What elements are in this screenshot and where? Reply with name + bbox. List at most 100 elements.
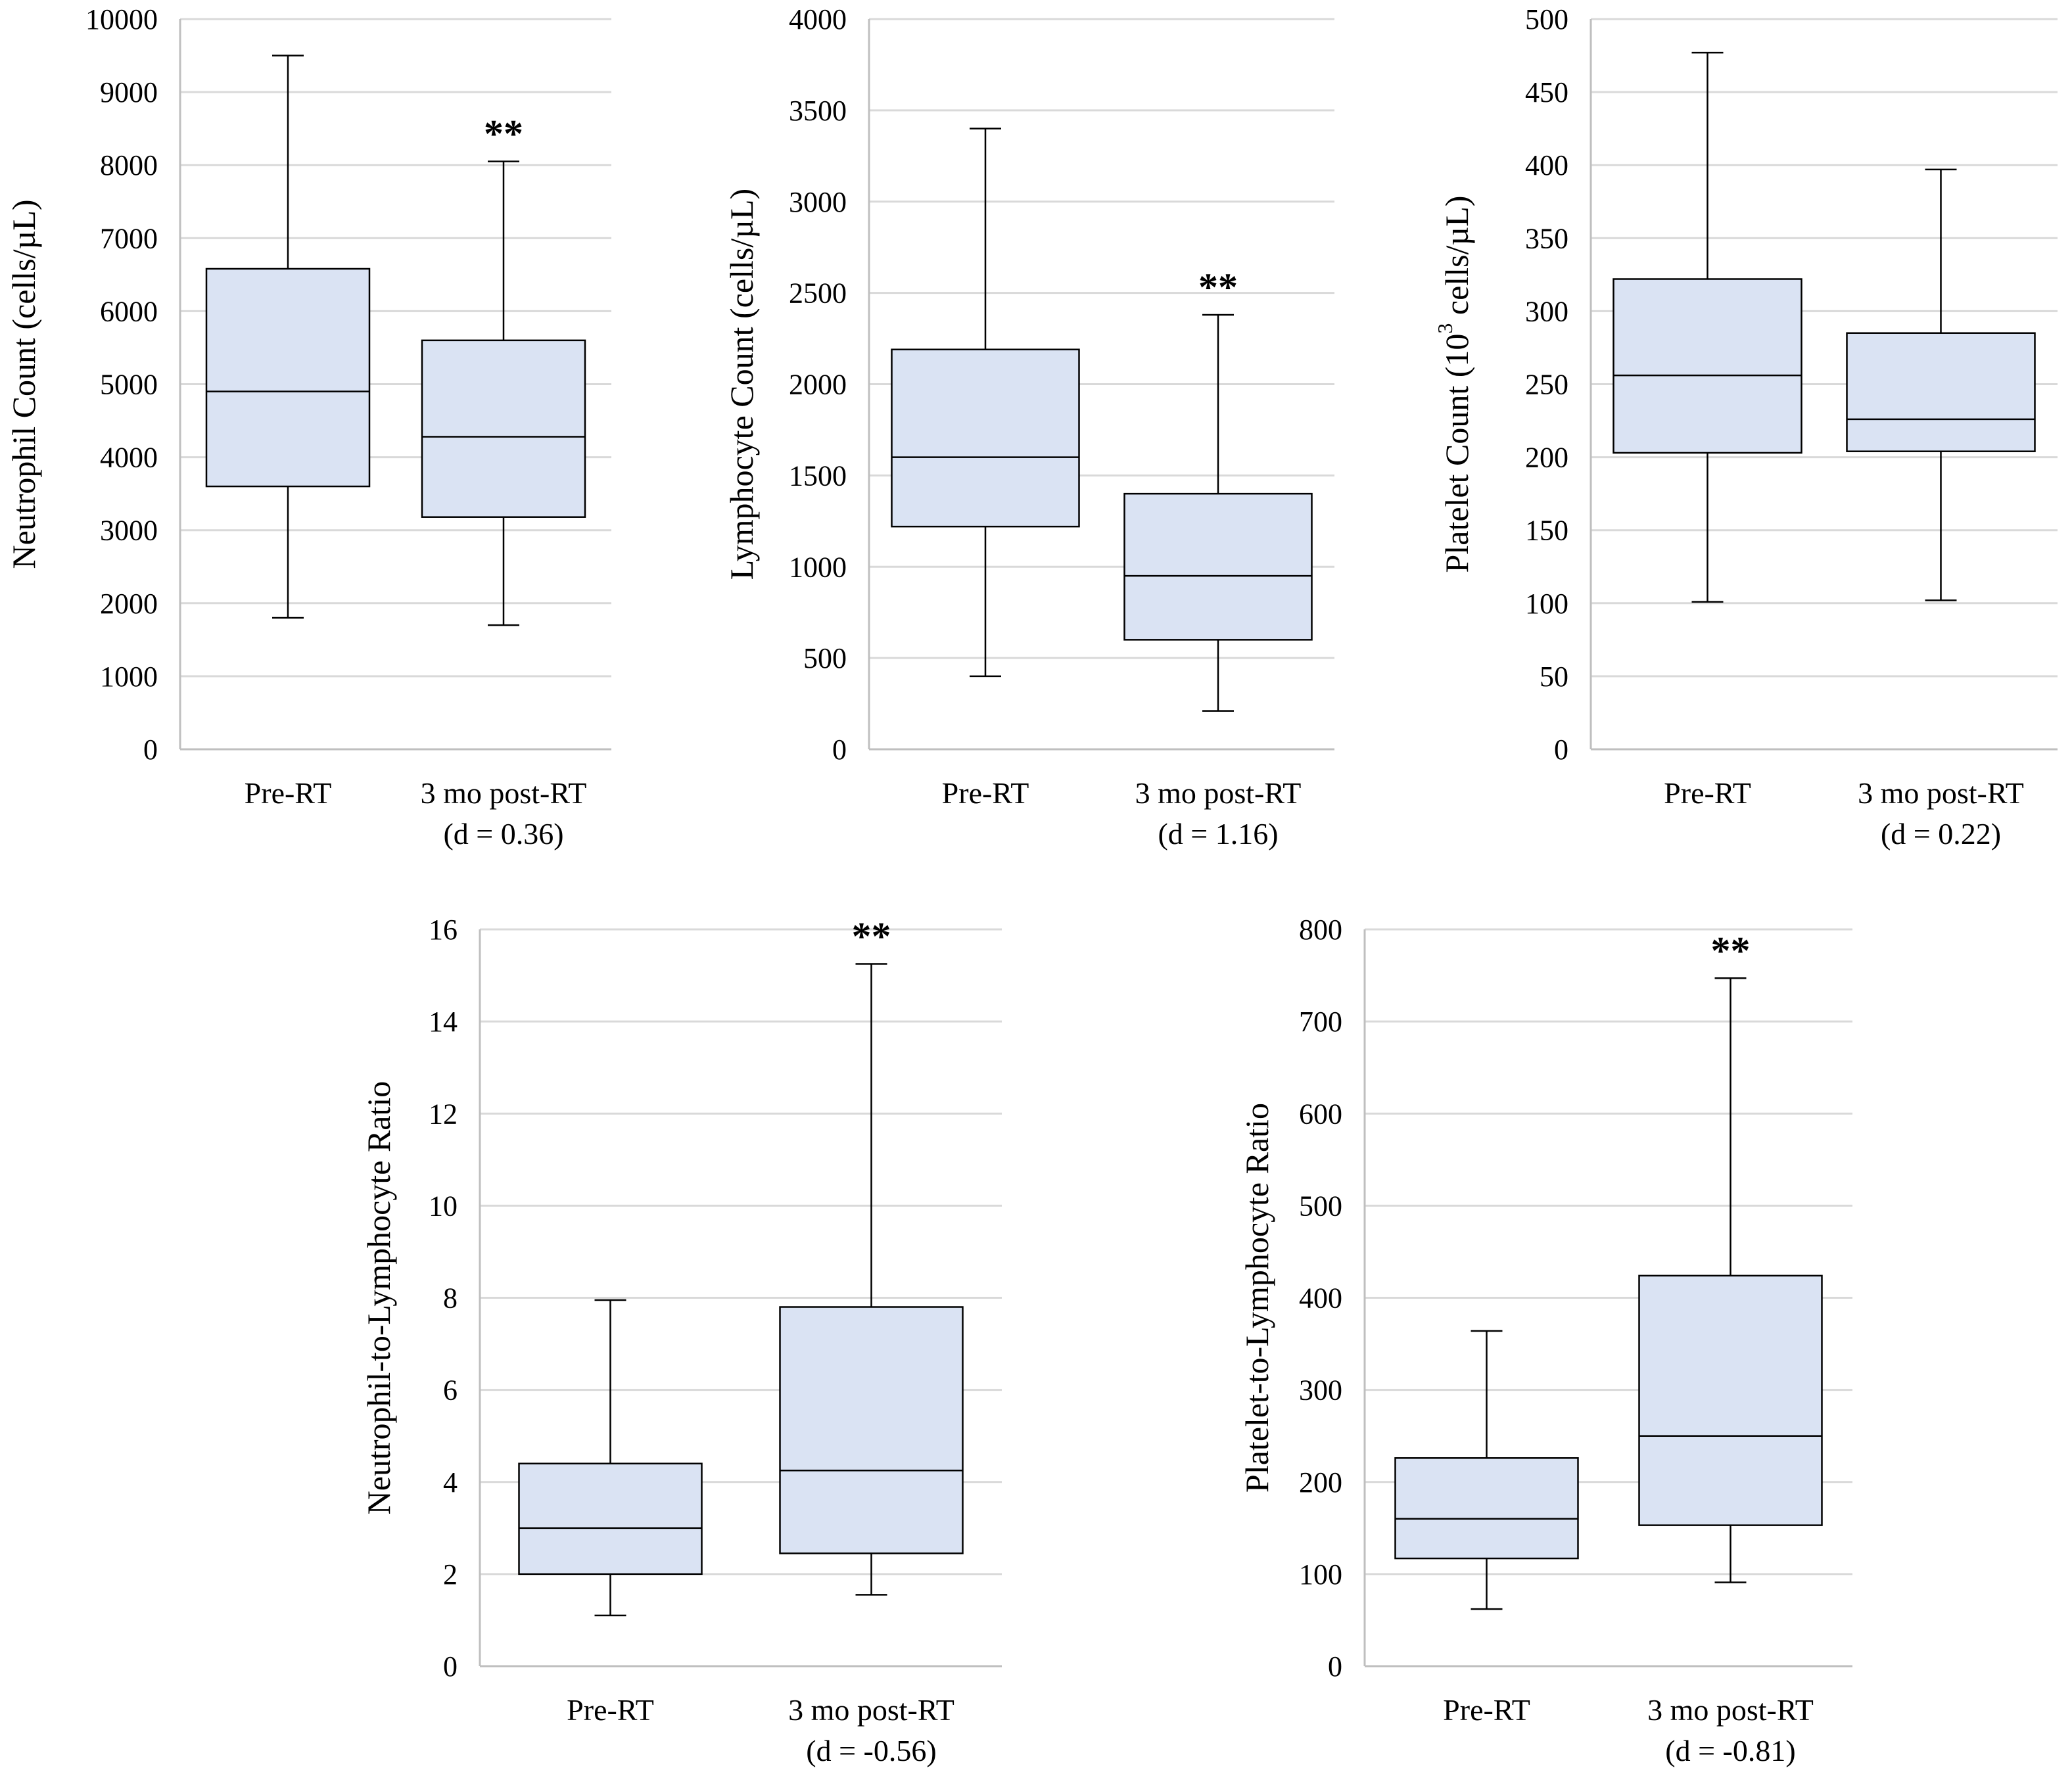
box-post-rt: ** (779, 915, 964, 1596)
category-label: Pre-RT (567, 1693, 654, 1727)
box-post-rt: ** (421, 112, 586, 626)
y-tick-label: 8000 (100, 149, 158, 181)
y-tick-label: 6 (443, 1374, 458, 1407)
y-tick-label: 2500 (789, 277, 847, 310)
iqr-box (1123, 492, 1313, 641)
y-tick-label: 6000 (100, 295, 158, 327)
y-axis-title: Neutrophil Count (cells/µL) (5, 199, 42, 569)
effect-size-label: (d = -0.56) (806, 1734, 936, 1767)
iqr-box (421, 339, 586, 518)
y-tick-label: 450 (1525, 76, 1568, 108)
panel-platelet-count: 0 50 100 150 200 250 300 350 400 450 500 Platelet C… (1433, 3, 2058, 851)
category-label: 3 mo post-RT (788, 1693, 954, 1727)
y-tick-label: 10000 (85, 3, 158, 35)
iqr-box (1613, 278, 1802, 454)
y-tick-label: 200 (1299, 1466, 1342, 1499)
y-tick-label: 8 (443, 1282, 458, 1315)
y-tick-label: 4000 (789, 3, 847, 35)
box-pre-rt (205, 55, 371, 619)
panel-platelet-to-lymphocyte-ratio: 0 100 200 300 400 500 600 700 800 Platelet-to-Lym… (1238, 914, 1852, 1767)
y-axis-title: Platelet Count (103 cells/µL) (1433, 196, 1475, 573)
iqr-box (518, 1462, 703, 1575)
y-tick-label: 50 (1540, 661, 1568, 693)
category-label: Pre-RT (1443, 1693, 1530, 1727)
y-tick-label: 500 (1299, 1190, 1342, 1222)
y-tick-label: 0 (1328, 1650, 1342, 1683)
y-tick-label: 300 (1525, 295, 1568, 327)
effect-size-label: (d = 0.36) (443, 817, 563, 851)
y-axis-title-text: Neutrophil-to-Lymphocyte Ratio (360, 1081, 397, 1515)
y-tick-label: 0 (832, 734, 847, 766)
significance-marker: ** (1198, 266, 1238, 309)
panel-neutrophil-to-lymphocyte-ratio: 0 2 4 6 8 10 12 14 16 Neutrophil-to-Lymphocyte Ra… (360, 914, 1002, 1767)
iqr-box (1638, 1274, 1823, 1526)
y-tick-label: 400 (1299, 1282, 1342, 1315)
y-tick-label: 500 (1525, 3, 1568, 35)
y-tick-label: 250 (1525, 369, 1568, 401)
y-tick-label: 300 (1299, 1374, 1342, 1407)
y-axis-title-text: Neutrophil Count (cells/µL) (5, 199, 42, 569)
y-axis-title-text: Platelet-to-Lymphocyte Ratio (1238, 1103, 1275, 1493)
y-tick-label: 7000 (100, 222, 158, 254)
category-label: Pre-RT (245, 776, 332, 810)
y-axis-title-text: Platelet Count (10 (1438, 334, 1475, 573)
y-tick-label: 4 (443, 1466, 458, 1499)
y-tick-label: 1000 (789, 551, 847, 583)
y-tick-label: 200 (1525, 442, 1568, 474)
y-tick-label: 100 (1299, 1558, 1342, 1591)
y-tick-label: 5000 (100, 369, 158, 401)
y-tick-label: 12 (429, 1098, 458, 1130)
y-tick-label: 2 (443, 1558, 458, 1591)
y-tick-label: 14 (429, 1006, 458, 1038)
iqr-box (205, 268, 371, 488)
y-axis-title-superscript: 3 (1433, 323, 1457, 334)
y-tick-label: 16 (429, 914, 458, 946)
y-tick-label: 100 (1525, 588, 1568, 620)
significance-marker: ** (484, 112, 523, 156)
iqr-box (1846, 332, 2036, 452)
y-axis-title: Platelet-to-Lymphocyte Ratio (1238, 1103, 1275, 1493)
effect-size-label: (d = 0.22) (1881, 817, 2001, 851)
category-label: Pre-RT (942, 776, 1029, 810)
y-axis-title-text: Lymphocyte Count (cells/µL) (723, 189, 760, 580)
y-tick-label: 600 (1299, 1098, 1342, 1130)
y-axis-title: Lymphocyte Count (cells/µL) (723, 189, 760, 580)
category-label: 3 mo post-RT (421, 776, 587, 810)
y-tick-label: 700 (1299, 1006, 1342, 1038)
y-tick-label: 400 (1525, 149, 1568, 181)
y-tick-label: 3500 (789, 95, 847, 127)
panel-neutrophil-count: 0 1000 2000 3000 4000 5000 6000 7000 8000 9000 100… (5, 3, 611, 851)
y-tick-label: 2000 (100, 588, 158, 620)
significance-marker: ** (1711, 929, 1751, 972)
y-tick-label: 350 (1525, 222, 1568, 254)
y-tick-label: 0 (1554, 734, 1568, 766)
significance-marker: ** (852, 915, 891, 958)
y-axis-title-suffix: cells/µL) (1438, 196, 1475, 323)
y-axis-title: Neutrophil-to-Lymphocyte Ratio (360, 1081, 397, 1515)
category-label: 3 mo post-RT (1858, 776, 2024, 810)
y-tick-label: 0 (143, 734, 158, 766)
y-tick-label: 3000 (789, 186, 847, 218)
y-tick-label: 3000 (100, 515, 158, 547)
category-label: Pre-RT (1664, 776, 1751, 810)
iqr-box (779, 1306, 964, 1554)
box-post-rt (1846, 168, 2036, 601)
y-tick-label: 1500 (789, 459, 847, 492)
y-tick-label: 500 (803, 642, 847, 674)
y-tick-label: 10 (429, 1190, 458, 1222)
y-tick-label: 800 (1299, 914, 1342, 946)
effect-size-label: (d = -0.81) (1665, 1734, 1795, 1767)
box-pre-rt (1394, 1330, 1579, 1610)
box-pre-rt (518, 1299, 703, 1617)
y-tick-label: 9000 (100, 76, 158, 108)
box-pre-rt (891, 128, 1080, 678)
category-label: 3 mo post-RT (1135, 776, 1302, 810)
y-tick-label: 150 (1525, 515, 1568, 547)
y-tick-label: 1000 (100, 661, 158, 693)
y-tick-label: 0 (443, 1650, 458, 1683)
iqr-box (1394, 1457, 1579, 1560)
category-label: 3 mo post-RT (1647, 1693, 1814, 1727)
panel-lymphocyte-count: 0 500 1000 1500 2000 2500 3000 3500 4000 Lymphocy… (723, 3, 1334, 851)
y-tick-label: 2000 (789, 369, 847, 401)
